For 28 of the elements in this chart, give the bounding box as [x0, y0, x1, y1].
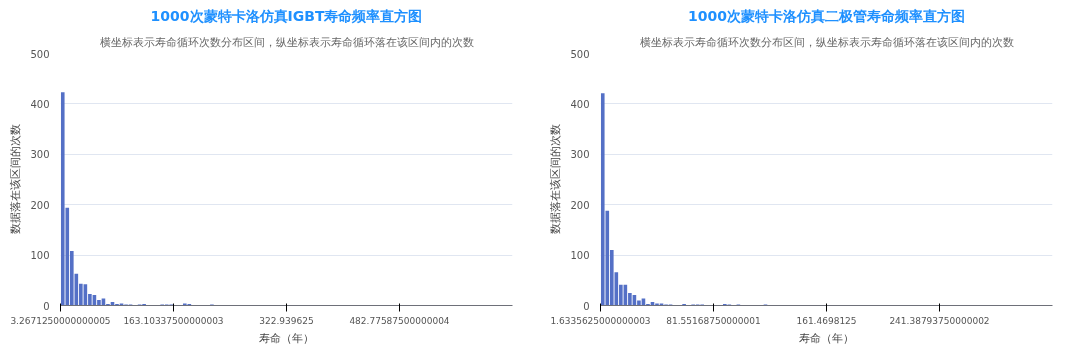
- x-tick-label: 241.38793750000002: [889, 315, 990, 326]
- y-tick-label: 400: [570, 98, 590, 110]
- y-tick-label: 100: [30, 250, 50, 262]
- x-tick-label: 163.10337500000003: [123, 315, 224, 326]
- y-tick-label: 200: [570, 199, 590, 211]
- y-tick-label: 100: [570, 250, 590, 262]
- y-tick-label: 200: [30, 199, 50, 211]
- x-tick-label: 81.55168750000001: [666, 315, 761, 326]
- y-tick-label: 300: [570, 149, 590, 161]
- x-tick-label: 322.939625: [259, 315, 314, 326]
- x-tick-label: 3.2671250000000005: [10, 315, 111, 326]
- x-tick-label: 161.4698125: [796, 315, 857, 326]
- y-tick-label: 0: [43, 300, 50, 312]
- y-tick-label: 500: [30, 48, 50, 60]
- chart-title: 1000次蒙特卡洛仿真二极管寿命频率直方图: [688, 7, 965, 24]
- x-tick-label: 482.77587500000004: [349, 315, 450, 326]
- chart-subtitle: 横坐标表示寿命循环次数分布区间，纵坐标表示寿命循环落在该区间内的次数: [99, 35, 474, 49]
- x-axis-title: 寿命（年）: [799, 331, 854, 345]
- y-tick-label: 0: [583, 300, 590, 312]
- y-tick-label: 400: [30, 98, 50, 110]
- y-axis-title: 数据落在该区间的次数: [549, 124, 563, 235]
- y-tick-label: 500: [570, 48, 590, 60]
- chart-subtitle: 横坐标表示寿命循环次数分布区间，纵坐标表示寿命循环落在该区间内的次数: [639, 35, 1014, 49]
- x-tick-label: 1.6335625000000003: [550, 315, 651, 326]
- y-tick-label: 300: [30, 149, 50, 161]
- x-axis-title: 寿命（年）: [259, 331, 314, 345]
- chart-title: 1000次蒙特卡洛仿真IGBT寿命频率直方图: [150, 7, 423, 24]
- y-axis-title: 数据落在该区间的次数: [9, 124, 23, 235]
